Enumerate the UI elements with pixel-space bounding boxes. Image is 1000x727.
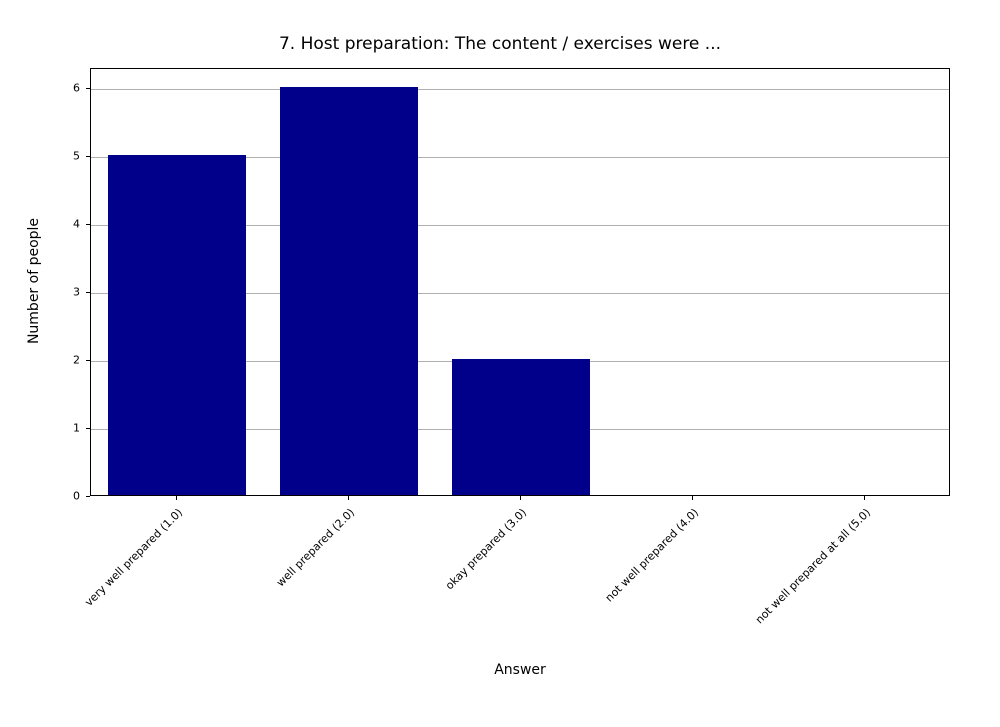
ytick-mark [86,360,90,361]
bar [452,359,590,495]
gridline [91,89,949,90]
ytick-mark [86,156,90,157]
y-axis-label: Number of people [26,131,42,431]
bar [108,155,246,495]
xtick-label: not well prepared (4.0) [480,506,701,727]
xtick-mark [348,496,349,500]
ytick-mark [86,88,90,89]
chart-canvas: 7. Host preparation: The content / exerc… [0,0,1000,700]
ytick-label: 0 [0,490,80,503]
xtick-label: okay prepared (3.0) [308,506,529,727]
xtick-mark [520,496,521,500]
x-axis-label: Answer [90,662,950,678]
ytick-mark [86,428,90,429]
xtick-label: not well prepared at all (5.0) [652,506,873,727]
ytick-label: 6 [0,82,80,95]
xtick-mark [864,496,865,500]
xtick-label: well prepared (2.0) [136,506,357,727]
chart-title: 7. Host preparation: The content / exerc… [0,34,1000,54]
xtick-label: very well prepared (1.0) [0,506,185,727]
xtick-mark [692,496,693,500]
ytick-mark [86,224,90,225]
ytick-mark [86,496,90,497]
ytick-mark [86,292,90,293]
plot-area [90,68,950,496]
bar [280,87,418,495]
xtick-mark [176,496,177,500]
